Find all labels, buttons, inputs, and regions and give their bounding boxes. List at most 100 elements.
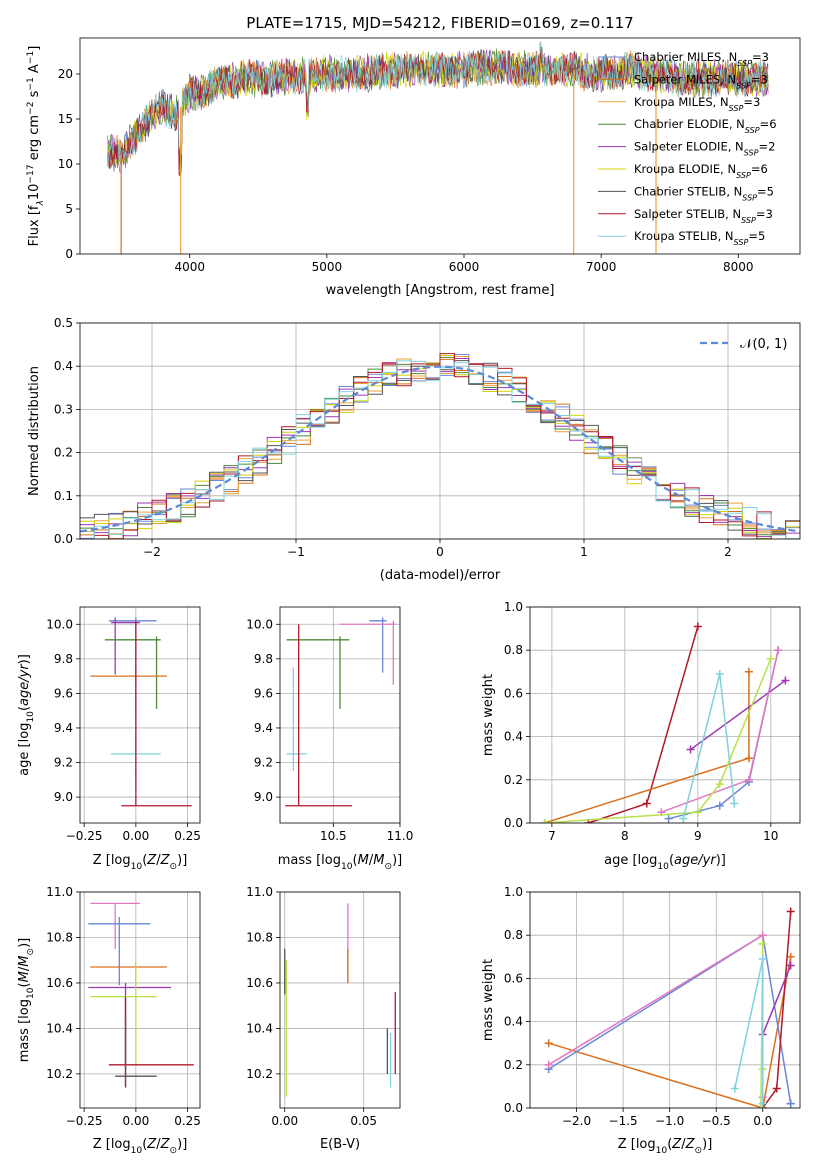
y-tick-label: 9.8 [54, 652, 73, 666]
x-tick-label: 7000 [586, 260, 617, 274]
axes-frame [279, 606, 401, 824]
weight-point-marker [540, 819, 549, 823]
x-tick-label: 7 [548, 829, 556, 843]
age-metallicity-errorbar [104, 636, 161, 709]
x-tick-label: 4000 [174, 260, 205, 274]
y-tick-label: 0.4 [504, 1015, 523, 1029]
weight-vs-age-axes: 7 8 9 10 0.0 0.2 0.4 0.6 0.8 1.0 age [log10(age/yr… [481, 600, 801, 872]
y-tick-label: 9.4 [54, 721, 73, 735]
axes-frame [529, 891, 801, 1109]
y-tick-label: 10.8 [46, 930, 73, 944]
legend-entry: Salpeter ELODIE, NSSP=2 [634, 140, 775, 158]
legend-entry: Chabrier MILES, NSSP=3 [634, 50, 769, 68]
x-tick-label: −1.5 [609, 1114, 638, 1128]
plot-area [284, 903, 396, 1097]
x-tick-label: 0.00 [123, 1114, 150, 1128]
weight-point-marker [786, 961, 795, 970]
y-tick-label: 0.8 [504, 643, 523, 657]
age-vs-metallicity-axes: −0.25 0.00 0.25 9.0 9.2 9.4 9.6 9.8 10.0 Z [log10… [17, 606, 201, 872]
y-tick-label: 10.0 [46, 617, 73, 631]
weight-point-marker [758, 931, 767, 940]
weight-point-marker [686, 745, 695, 754]
legend-entry: Kroupa ELODIE, NSSP=6 [634, 162, 768, 180]
x-tick-label: 0.00 [271, 1114, 298, 1128]
weight-point-marker [715, 801, 724, 810]
y-tick-label: 0.0 [54, 532, 73, 546]
weight-series-line [588, 626, 699, 823]
plot-area [80, 353, 800, 539]
y-tick-label: 11.0 [246, 885, 273, 899]
y-tick-label: 10 [58, 157, 73, 171]
x-tick-label: 6000 [449, 260, 480, 274]
y-tick-label: 0.1 [54, 489, 73, 503]
plot-area [107, 41, 769, 254]
y-axis-label: Normed distribution [27, 366, 42, 496]
axes-frame [79, 37, 801, 255]
y-tick-label: 0.2 [504, 1058, 523, 1072]
legend-entry: Salpeter STELIB, NSSP=3 [634, 207, 773, 225]
weight-point-marker [781, 676, 790, 685]
spectrum-axes: 4000 5000 6000 7000 8000 0 5 10 15 20 wavelength [… [26, 37, 801, 298]
legend-entry: Chabrier ELODIE, NSSP=6 [634, 117, 777, 135]
weight-point-marker [758, 1099, 767, 1108]
weight-point-marker [730, 799, 739, 808]
y-tick-label: 20 [58, 67, 73, 81]
y-tick-label: 9.8 [254, 652, 273, 666]
x-tick-label: 0 [436, 545, 444, 559]
plot-area [88, 902, 194, 1088]
legend-entry: Salpeter MILES, NSSP=3 [634, 72, 768, 90]
y-tick-label: 0.8 [504, 928, 523, 942]
y-axis-label: mass weight [481, 959, 496, 1041]
y-tick-label: 0.4 [54, 359, 73, 373]
y-tick-label: 10.2 [46, 1067, 73, 1081]
x-tick-label: −2.0 [562, 1114, 591, 1128]
figure-title: PLATE=1715, MJD=54212, FIBERID=0169, z=0… [246, 14, 633, 32]
y-tick-label: 9.2 [254, 756, 273, 770]
y-tick-label: 0.0 [504, 816, 523, 830]
age-metallicity-errorbar [111, 617, 140, 675]
x-tick-label: −2 [143, 545, 161, 559]
y-tick-label: 15 [58, 112, 73, 126]
x-axis-label: (data-model)/error [380, 568, 501, 583]
x-axis-label: Z [log10(Z/Z⊙)] [93, 853, 188, 872]
y-tick-label: 10.0 [246, 617, 273, 631]
weight-point-marker [693, 622, 702, 631]
weight-vs-metallicity-axes: −2.0 −1.5 −1.0 −0.5 0.0 0.0 0.2 0.4 0.6 0.8 1.0 Z [… [481, 885, 801, 1156]
x-tick-label: 10 [763, 829, 778, 843]
mass-metallicity-errorbar [90, 962, 167, 990]
x-tick-label: 0.0 [753, 1114, 772, 1128]
weight-point-marker [642, 799, 651, 808]
x-axis-label: age [log10(age/yr)] [604, 853, 726, 872]
weight-point-marker [744, 775, 753, 784]
legend-entry: Kroupa STELIB, NSSP=5 [634, 229, 765, 247]
spectrum-model-line [107, 41, 769, 165]
age-mass-errorbar [286, 667, 307, 772]
weight-point-marker [544, 1039, 553, 1048]
weight-point-marker [544, 1060, 553, 1069]
plot-area [540, 622, 790, 823]
weight-point-marker [758, 939, 767, 948]
mass-vs-metallicity-axes: −0.25 0.00 0.25 10.2 10.4 10.6 10.8 11.0 Z [log1… [17, 885, 201, 1156]
residual-histogram [80, 360, 800, 539]
weight-point-marker [756, 1104, 765, 1108]
y-tick-label: 1.0 [504, 885, 523, 899]
spectrum-model-line [107, 42, 769, 177]
x-axis-label: wavelength [Angstrom, rest frame] [326, 283, 555, 298]
x-tick-label: −1 [287, 545, 305, 559]
x-tick-label: 2 [724, 545, 732, 559]
weight-point-marker [772, 1084, 781, 1093]
y-tick-label: 10.4 [46, 1021, 73, 1035]
weight-point-marker [786, 952, 795, 961]
x-tick-label: 8 [621, 829, 629, 843]
y-tick-label: 0.5 [54, 316, 73, 330]
weight-series-line [548, 956, 792, 1108]
weight-series-line [548, 933, 764, 1098]
weight-series-line [762, 965, 792, 1035]
normal-distribution-curve [80, 365, 800, 533]
y-tick-label: 0.2 [504, 773, 523, 787]
y-tick-label: 0.6 [504, 686, 523, 700]
y-tick-label: 10.6 [46, 976, 73, 990]
x-tick-label: −0.5 [702, 1114, 731, 1128]
weight-point-marker [774, 646, 783, 655]
y-tick-label: 9.6 [54, 686, 73, 700]
